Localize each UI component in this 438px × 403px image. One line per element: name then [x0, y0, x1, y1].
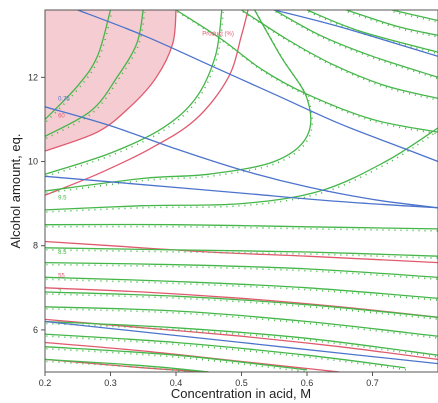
green-contour-line-4: [45, 10, 312, 192]
red-contour-line-2: [45, 10, 249, 196]
blue-contour-line-5: [274, 10, 438, 57]
green-contour-dots-9: [46, 278, 438, 301]
x-tick-label: 0.3: [104, 378, 117, 388]
green-contour-line-8: [45, 261, 438, 278]
blue-contour-line-3: [45, 175, 438, 209]
green-contour-dots-14: [46, 347, 309, 372]
green-contour-line-16: [175, 10, 438, 133]
green-contour-line-7: [45, 247, 438, 257]
green-contour-dots-12: [46, 322, 438, 358]
x-tick-label: 0.7: [366, 378, 379, 388]
red-55-label: 55: [58, 273, 65, 279]
red-contour-line-3: [45, 240, 438, 264]
green-contour-line-2: [45, 10, 144, 137]
y-tick-label: 10: [28, 157, 38, 167]
contour-labels-layer: Product (%) 0.75 60 9.5 55 7 8.5: [58, 31, 234, 296]
green-contour-line-6: [45, 223, 438, 230]
green-85-label: 8.5: [58, 250, 67, 256]
green-contour-line-3: [45, 10, 223, 175]
axis-ticks-layer: 0.2 0.3 0.4 0.5 0.6 0.7 6 8 10 12: [28, 72, 379, 388]
green-contour-line-1: [45, 10, 112, 120]
green-contour-line-9: [45, 276, 438, 299]
green-contour-line-5: [45, 127, 438, 211]
green-contour-line-10: [45, 291, 438, 318]
x-tick-label: 0.4: [170, 378, 183, 388]
green-contour-line-12: [45, 320, 438, 356]
x-tick-label: 0.2: [39, 378, 52, 388]
green-contour-dots-17: [242, 11, 438, 101]
green-contour-dots-10: [46, 293, 438, 320]
y-axis-title: Alcohol amount, eq.: [8, 134, 23, 249]
red-contour-line-1: [45, 10, 177, 152]
x-axis-title: Concentration in acid, M: [171, 386, 311, 401]
green-contour-line-18: [273, 10, 438, 78]
blue-contour-line-4: [45, 320, 438, 365]
green-contour-dots-2: [46, 11, 146, 140]
green-contour-dots-5: [46, 129, 438, 213]
green-contour-line-11: [45, 306, 438, 337]
green-contour-line-17: [241, 10, 438, 100]
green-contour-line-13: [45, 333, 406, 369]
blue-075-label: 0.75: [58, 97, 70, 103]
green-contour-line-21: [391, 10, 438, 22]
green-contour-dots-20: [347, 11, 438, 38]
green-contour-line-14: [45, 346, 308, 371]
x-tick-label: 0.5: [235, 378, 248, 388]
y-tick-label: 8: [33, 241, 38, 251]
green-contour-dots-1: [45, 11, 113, 122]
product-label: Product (%): [202, 31, 234, 37]
green-contour-line-19: [306, 10, 438, 53]
y-tick-label: 6: [33, 325, 38, 335]
blue-contour-line-1: [77, 10, 438, 163]
green-contour-dots-11: [46, 308, 438, 339]
contour-lines-layer: [45, 10, 438, 372]
green-7-label: 7: [58, 290, 62, 296]
green-contour-line-15: [45, 358, 209, 372]
y-tick-label: 12: [28, 72, 38, 82]
green-95-label: 9.5: [58, 195, 67, 201]
blue-contour-line-2: [45, 106, 438, 209]
red-60-label: 60: [58, 113, 65, 119]
x-tick-label: 0.6: [301, 378, 314, 388]
green-contour-line-20: [346, 10, 438, 36]
